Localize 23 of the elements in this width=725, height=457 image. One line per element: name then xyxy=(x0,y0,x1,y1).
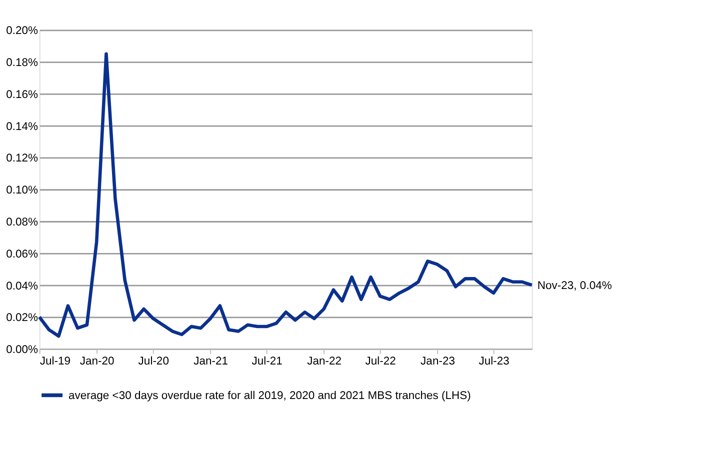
x-tick-label: Jul-23 xyxy=(478,355,510,368)
x-tick-label: Jul-22 xyxy=(365,355,396,368)
x-tick-label: Jan-22 xyxy=(307,355,342,368)
y-tick-label: 0.20% xyxy=(6,25,38,38)
y-tick-label: 0.02% xyxy=(6,312,38,324)
y-tick-label: 0.08% xyxy=(6,216,38,229)
x-tick-label: Jul-21 xyxy=(252,355,282,368)
x-tick-label: Jan-23 xyxy=(420,355,455,368)
y-tick-label: 0.00% xyxy=(6,344,38,356)
x-tick-label: Jan-20 xyxy=(80,355,114,368)
y-tick-label: 0.06% xyxy=(6,248,38,260)
x-tick-label: Jul-20 xyxy=(138,355,169,368)
y-tick-label: 0.10% xyxy=(6,184,38,197)
annotation: Nov-23, 0.04% xyxy=(537,280,612,292)
y-tick-label: 0.14% xyxy=(6,120,38,133)
y-tick-label: 0.12% xyxy=(6,152,38,165)
x-tick-label: Jul-19 xyxy=(40,355,71,368)
y-tick-label: 0.16% xyxy=(6,88,38,101)
x-tick-label: Jan-21 xyxy=(194,355,228,368)
y-tick-label: 0.04% xyxy=(6,280,38,292)
y-tick-label: 0.18% xyxy=(6,57,38,70)
line-series xyxy=(38,52,534,338)
legend-label: average <30 days overdue rate for all 2019, 2020 and 2021 MBS tranches (LHS) xyxy=(68,390,472,402)
